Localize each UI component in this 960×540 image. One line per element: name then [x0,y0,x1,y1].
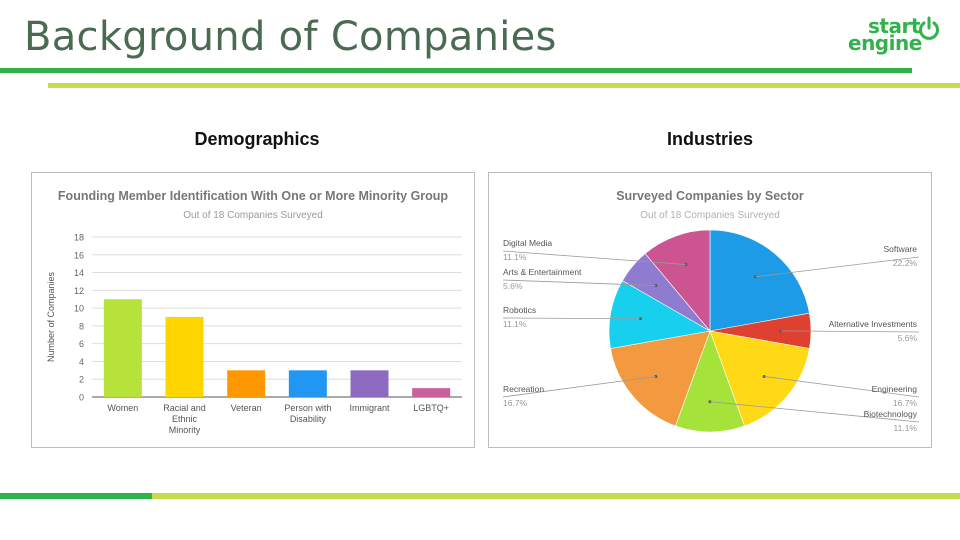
logo-text-start: start [868,14,920,38]
top-divider-light [48,83,960,88]
pie-leader-line-3 [709,401,920,423]
pie-percent-5: 11.1% [503,319,527,329]
y-tick-label-18: 18 [74,233,84,243]
pie-label-1: Alternative Investments [829,319,917,329]
pie-leader-line-7 [502,250,686,265]
y-tick-label-2: 2 [79,375,84,385]
bar-0 [103,299,142,397]
y-tick-label-8: 8 [79,321,84,331]
chart-subtitle: Out of 18 Companies Surveyed [640,210,780,221]
startengine-logo: start engine [846,12,942,56]
pie-label-0: Software [883,244,917,254]
pie-leader-dot-5 [638,317,642,321]
pie-label-4: Recreation [503,384,544,394]
bar-1 [165,317,204,397]
x-tick-label-4: Immigrant [349,403,390,413]
y-tick-label-6: 6 [79,339,84,349]
pie-slice-4 [610,330,711,427]
y-tick-label-4: 4 [79,357,84,367]
y-tick-label-14: 14 [74,268,84,278]
pie-slice-0 [709,229,810,332]
pie-percent-2: 16.7% [893,398,918,408]
y-axis-label: Number of Companies [46,271,56,362]
pie-leader-line-2 [764,376,920,398]
bar-4 [350,370,389,397]
page-title: Background of Companies [24,14,557,60]
y-tick-label-0: 0 [79,393,84,403]
pie-percent-0: 22.2% [893,258,918,268]
pie-label-2: Engineering [872,384,918,394]
pie-leader-line-0 [755,256,920,278]
minority-bar-chart: Founding Member Identification With One … [46,189,462,435]
chart-subtitle: Out of 18 Companies Surveyed [183,210,323,221]
y-tick-label-10: 10 [74,304,84,314]
pie-percent-1: 5.6% [898,333,918,343]
logo-text-engine: engine [848,31,922,55]
bar-2 [227,370,266,397]
pie-percent-7: 11.1% [503,252,527,262]
bar-chart-panel: Founding Member Identification With One … [31,172,475,448]
pie-percent-3: 11.1% [894,423,918,433]
pie-leader-line-4 [502,376,656,398]
pie-label-3: Biotechnology [864,409,918,419]
chart-title: Founding Member Identification With One … [58,189,449,203]
pie-percent-6: 5.6% [503,281,523,291]
pie-slice-5 [608,280,711,349]
pie-label-7: Digital Media [503,238,552,248]
bottom-divider-light [152,493,960,499]
bar-5 [412,388,451,397]
bottom-divider-dark [0,493,152,499]
pie-label-5: Robotics [503,305,536,315]
chart-title: Surveyed Companies by Sector [616,189,804,203]
x-tick-label-0: Women [107,403,138,413]
sector-pie-chart: Surveyed Companies by Sector Out of 18 Co… [502,189,920,433]
pie-slice-3 [675,330,745,433]
pie-slice-2 [709,330,810,427]
y-tick-label-12: 12 [74,286,84,296]
pie-label-6: Arts & Entertainment [503,267,582,277]
x-tick-label-2: Veteran [231,403,262,413]
bar-3 [288,370,327,397]
demographics-heading: Demographics [194,129,320,149]
pie-chart-panel: Surveyed Companies by Sector Out of 18 Co… [488,172,932,448]
pie-leader-line-5 [502,317,641,320]
x-tick-label-3: Person with Disability [284,403,331,424]
x-tick-label-1: Racial and Ethnic Minority [163,403,206,435]
top-divider-dark [0,68,912,73]
y-tick-label-16: 16 [74,250,84,260]
industries-heading: Industries [666,129,754,149]
x-tick-label-5: LGBTQ+ [413,403,449,413]
pie-percent-4: 16.7% [503,398,528,408]
power-icon [919,16,939,40]
pie-leader-line-6 [502,279,656,286]
pie-slice-7 [644,229,711,332]
pie-leader-line-1 [780,330,920,333]
